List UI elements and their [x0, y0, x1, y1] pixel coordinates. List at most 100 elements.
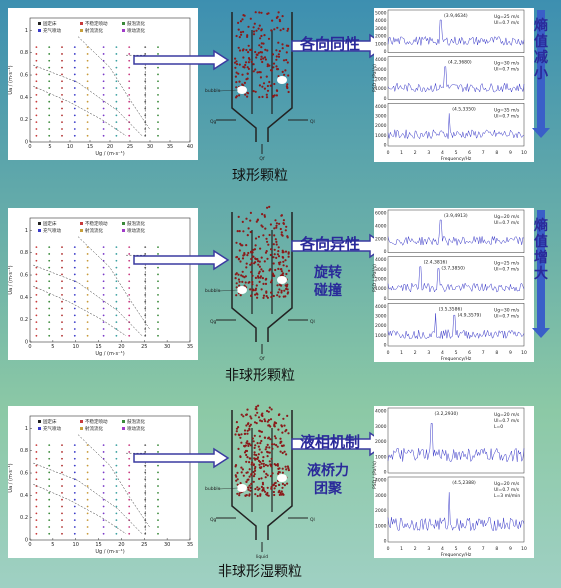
phase-point — [102, 485, 105, 487]
phase-point — [128, 73, 131, 76]
psd-y-tick: 0 — [384, 96, 387, 102]
regime-boundary — [77, 36, 151, 130]
particle — [261, 213, 264, 216]
particle — [285, 428, 288, 432]
entropy-label-char: 熵 — [533, 17, 548, 34]
reactor-wall-left — [231, 212, 257, 342]
psd-x-tick: 5 — [455, 350, 458, 356]
phase-point — [86, 444, 89, 447]
particle — [257, 272, 260, 275]
phase-point — [157, 307, 159, 310]
psd-param: Ul=0.7 m/s — [494, 67, 520, 73]
particle — [247, 61, 250, 64]
particle — [283, 450, 286, 453]
particle — [275, 89, 278, 92]
phase-point — [73, 471, 76, 474]
phase-point — [61, 498, 63, 501]
peak-label: (4.2,3680) — [448, 60, 472, 66]
phase-point — [102, 464, 105, 467]
particle — [249, 415, 252, 418]
particle — [254, 50, 257, 54]
phase-point — [48, 334, 51, 337]
phase-point — [86, 526, 89, 528]
legend-label: 鼓泡流化 — [127, 220, 145, 227]
particle — [245, 453, 248, 457]
phase-point — [102, 444, 105, 447]
phase-point — [115, 73, 118, 76]
particle — [260, 268, 263, 271]
psd-param: Ul=0.7 m/s — [494, 20, 520, 26]
particle — [268, 64, 271, 67]
phase-point — [157, 300, 159, 303]
particle — [242, 474, 245, 477]
particle — [246, 34, 249, 37]
particle — [241, 468, 244, 471]
particle — [279, 437, 282, 440]
phase-point — [115, 266, 118, 269]
x-tick-label: 35 — [167, 144, 173, 150]
particle — [249, 230, 252, 234]
legend-label: 不稳定喷动 — [85, 418, 108, 425]
psd-y-label: PSD / (Pa²/s) — [372, 461, 378, 489]
reactor-wall-left — [231, 12, 257, 142]
psd-y-tick: 3000 — [375, 493, 387, 499]
particle — [238, 49, 242, 52]
psd-param: Ug=20 m/s — [494, 481, 520, 487]
psd-y-tick: 4000 — [375, 104, 387, 110]
particle — [278, 222, 281, 225]
particle — [260, 51, 264, 54]
psd-subplot: (3.9,4913) Ug=20 m/sUl=0.7 m/s 6000 4000 200… — [375, 209, 525, 255]
phase-point — [102, 293, 105, 296]
phase-point — [61, 307, 63, 310]
particle — [248, 484, 251, 487]
particle — [286, 236, 289, 239]
phase-point — [128, 59, 131, 62]
phase-point — [73, 287, 76, 289]
particle — [255, 29, 258, 32]
particle — [249, 423, 252, 426]
particle — [246, 91, 249, 94]
particle — [260, 477, 263, 480]
particle — [238, 230, 241, 233]
particle — [285, 58, 288, 62]
particle — [237, 447, 240, 450]
particle — [235, 60, 238, 63]
particle — [270, 291, 273, 294]
phase-point — [157, 512, 159, 515]
phase-point — [128, 491, 131, 494]
particle — [262, 270, 265, 273]
phase-axes-box — [29, 415, 191, 541]
psd-x-tick: 5 — [455, 546, 458, 552]
particle — [284, 69, 287, 72]
particle — [277, 491, 280, 494]
phase-point — [48, 66, 51, 69]
particle — [253, 473, 256, 476]
particle — [268, 269, 271, 272]
particle — [254, 287, 258, 290]
particle — [269, 463, 272, 467]
particle — [246, 234, 249, 237]
x-tick-label: 30 — [164, 542, 170, 548]
particle — [245, 460, 248, 463]
particle — [253, 434, 256, 437]
bubble-shape — [277, 474, 287, 482]
particle — [270, 29, 273, 32]
phase-point — [48, 519, 51, 522]
particle — [254, 465, 257, 469]
particle — [273, 423, 276, 426]
psd-panel-bg — [374, 8, 534, 162]
particle — [266, 206, 269, 209]
particle — [236, 471, 239, 474]
psd-x-tick: 4 — [441, 350, 444, 356]
x-axis-label: Ug / (m·s⁻¹) — [95, 151, 124, 157]
phase-point — [48, 321, 51, 324]
phase-point — [144, 451, 147, 453]
phase-point — [102, 80, 105, 83]
particle — [274, 268, 277, 272]
particle — [255, 292, 258, 295]
phase-point — [102, 46, 105, 49]
particle — [270, 295, 273, 299]
phase-point — [115, 280, 118, 283]
